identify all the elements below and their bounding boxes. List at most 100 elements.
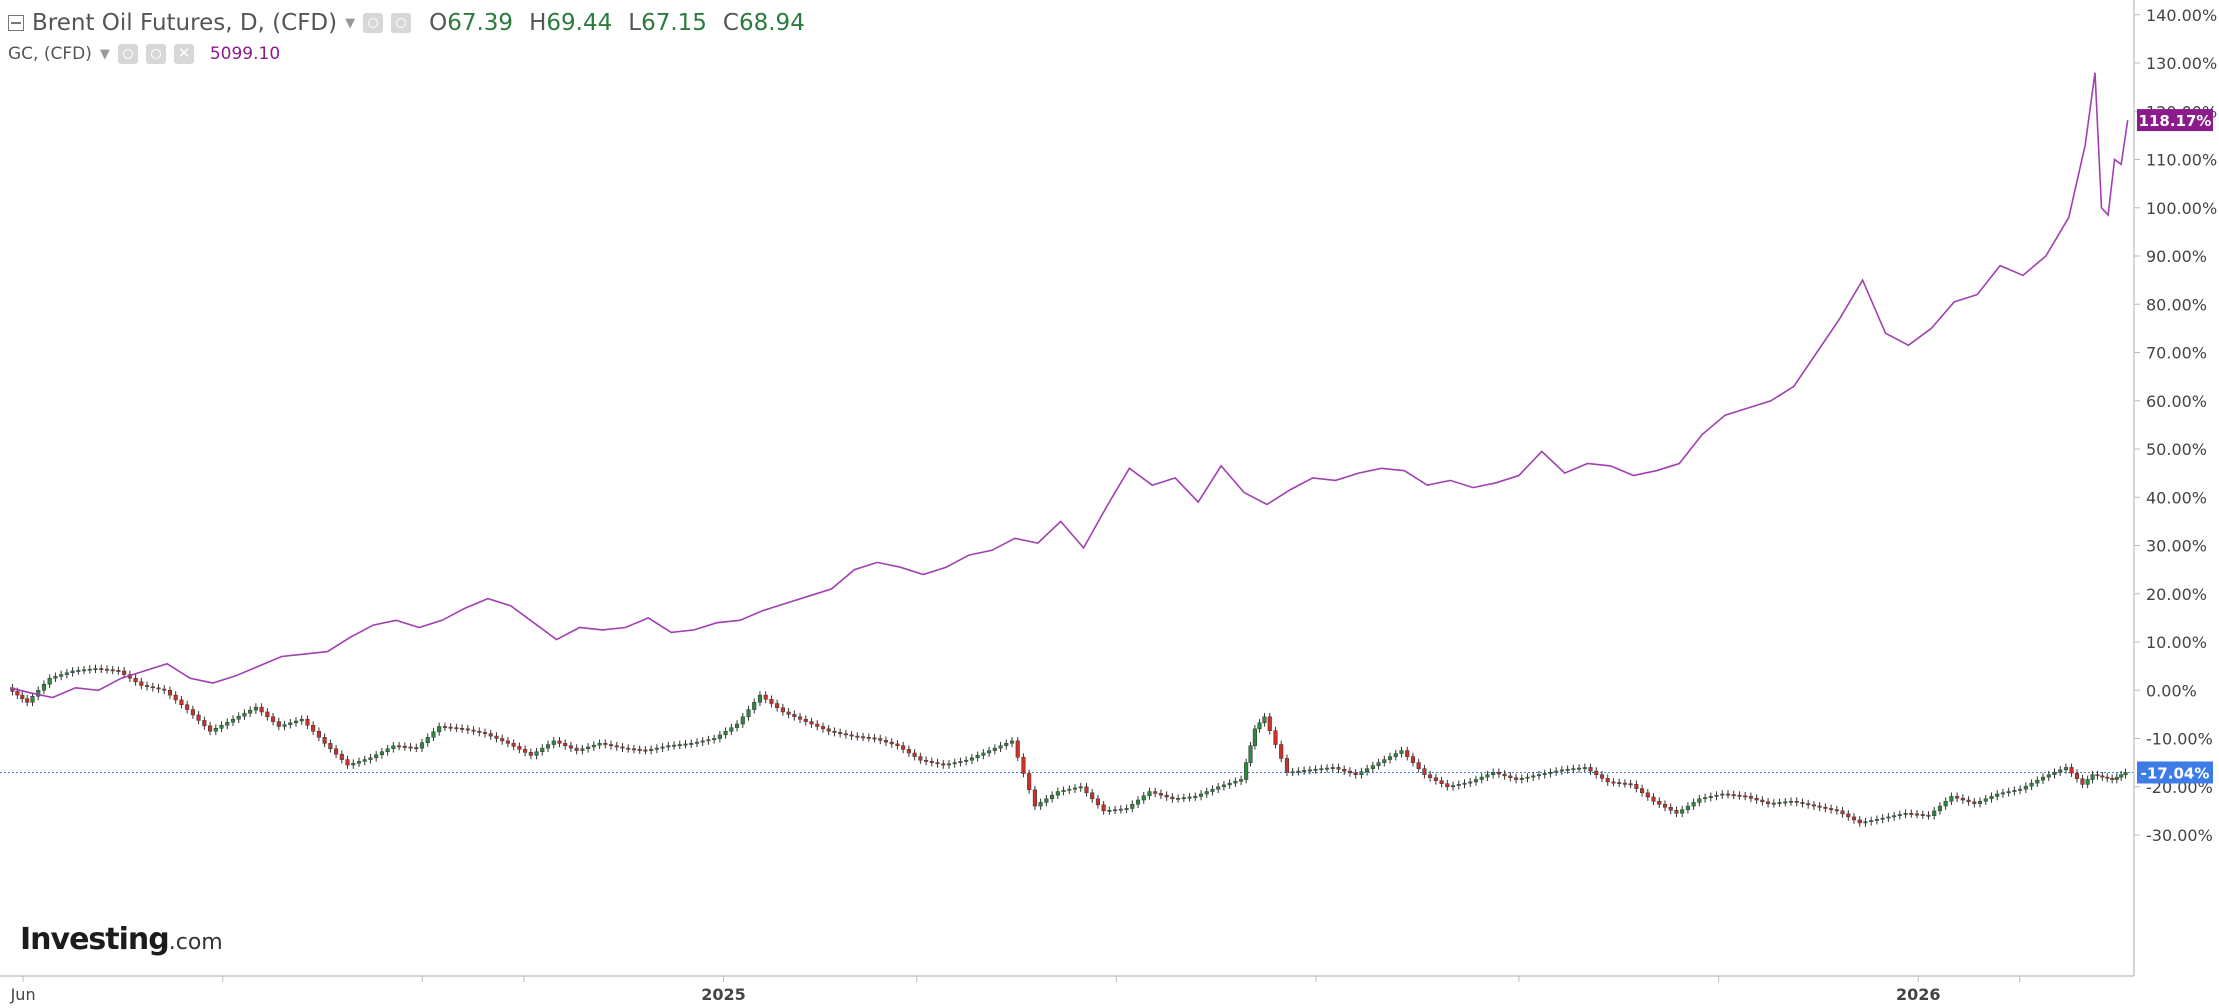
chevron-down-icon[interactable]: ▼ xyxy=(345,15,356,31)
candle-up xyxy=(591,744,596,748)
candle-down xyxy=(345,759,350,766)
candle-down xyxy=(2105,776,2110,779)
candle-up xyxy=(362,759,367,762)
candle-down xyxy=(482,732,488,734)
gold-last-value-tag: 118.17% xyxy=(2139,112,2212,130)
candle-up xyxy=(1892,815,1897,818)
candle-down xyxy=(460,727,465,730)
candle-up xyxy=(299,718,304,722)
candle-up xyxy=(419,742,425,749)
chevron-down-icon[interactable]: ▼ xyxy=(99,46,110,62)
candle-down xyxy=(190,709,195,716)
candle-up xyxy=(70,670,75,674)
candle-up xyxy=(87,668,92,671)
candle-up xyxy=(1130,803,1135,809)
candle-down xyxy=(1834,809,1839,812)
eye-icon[interactable] xyxy=(363,13,384,33)
candle-down xyxy=(872,737,877,740)
candle-down xyxy=(448,726,453,729)
candle-up xyxy=(1248,745,1253,763)
candle-up xyxy=(1193,796,1198,798)
candle-up xyxy=(1897,814,1902,816)
candle-up xyxy=(969,757,974,761)
candle-up xyxy=(1198,793,1204,797)
candle-down xyxy=(1840,810,1845,815)
candle-up xyxy=(2023,785,2028,790)
ohlc-values: O67.39 H69.44 L67.15 C68.94 xyxy=(429,10,805,36)
y-axis[interactable]: 140.00%130.00%120.00%110.00%100.00%90.00… xyxy=(2134,6,2217,845)
candle-up xyxy=(551,740,556,745)
candle-up xyxy=(946,763,952,766)
candle-down xyxy=(1347,770,1352,774)
candle-down xyxy=(792,714,797,718)
plot-background xyxy=(0,0,2133,976)
candle-up xyxy=(1233,781,1238,784)
candle-down xyxy=(494,735,499,739)
candle-up xyxy=(597,743,602,746)
candle-down xyxy=(1846,813,1851,818)
plot-area[interactable] xyxy=(0,0,2133,976)
y-tick-label: 20.00% xyxy=(2146,585,2207,604)
candle-up xyxy=(82,669,87,672)
candle-up xyxy=(694,741,700,744)
candle-down xyxy=(1153,791,1158,794)
candle-up xyxy=(282,724,287,727)
candle-down xyxy=(179,699,184,705)
candle-up xyxy=(1708,796,1713,798)
close-icon[interactable] xyxy=(173,44,194,64)
gear-icon[interactable] xyxy=(391,13,412,33)
eye-icon[interactable] xyxy=(117,44,138,64)
candle-down xyxy=(626,747,631,750)
collapse-icon[interactable] xyxy=(8,15,24,31)
candle-up xyxy=(1210,788,1215,792)
main-series-legend[interactable]: Brent Oil Futures, D, (CFD) ▼ O67.39 H69… xyxy=(8,10,805,36)
candle-up xyxy=(1313,769,1318,771)
candle-up xyxy=(1788,800,1794,803)
main-series-title[interactable]: Brent Oil Futures, D, (CFD) xyxy=(32,10,338,36)
candle-down xyxy=(15,691,20,696)
candle-down xyxy=(408,746,413,749)
x-axis[interactable]: Jun 2025 2026 xyxy=(10,976,2021,1004)
candle-down xyxy=(1955,796,1960,799)
candle-down xyxy=(838,732,843,734)
candle-up xyxy=(1072,787,1078,790)
candle-down xyxy=(1817,805,1822,808)
candle-down xyxy=(637,749,642,751)
candle-down xyxy=(477,731,482,733)
candle-down xyxy=(878,738,883,741)
candle-down xyxy=(1857,819,1862,824)
candle-down xyxy=(574,747,579,751)
candle-up xyxy=(1720,793,1725,796)
candle-up xyxy=(723,731,728,736)
candle-up xyxy=(1252,728,1257,746)
compare-series-value: 5099.10 xyxy=(209,44,281,64)
candle-up xyxy=(740,716,745,725)
candle-up xyxy=(2090,774,2095,780)
candle-down xyxy=(454,727,459,730)
candle-down xyxy=(769,699,774,704)
candle-up xyxy=(1262,716,1267,724)
candle-down xyxy=(1731,794,1736,797)
compare-series-title[interactable]: GC, (CFD) xyxy=(8,44,92,64)
open-value: 67.39 xyxy=(447,10,514,36)
candle-down xyxy=(614,745,619,748)
compare-series-legend[interactable]: GC, (CFD) ▼ 5099.10 xyxy=(8,44,280,64)
candle-down xyxy=(414,747,419,749)
low-value: 67.15 xyxy=(641,10,707,36)
candle-up xyxy=(580,748,585,751)
gear-icon[interactable] xyxy=(145,44,166,64)
candle-up xyxy=(998,745,1003,749)
candle-up xyxy=(987,750,992,754)
candle-down xyxy=(1015,740,1020,758)
candle-up xyxy=(1977,800,1983,804)
candle-up xyxy=(1376,762,1381,766)
candle-down xyxy=(1599,774,1605,779)
candle-up xyxy=(1113,809,1118,812)
candle-down xyxy=(1353,772,1358,775)
candle-down xyxy=(25,698,30,703)
candle-down xyxy=(1651,796,1656,802)
candle-up xyxy=(1525,776,1530,779)
y-tick-label: 100.00% xyxy=(2146,199,2217,218)
candle-up xyxy=(1330,767,1335,769)
